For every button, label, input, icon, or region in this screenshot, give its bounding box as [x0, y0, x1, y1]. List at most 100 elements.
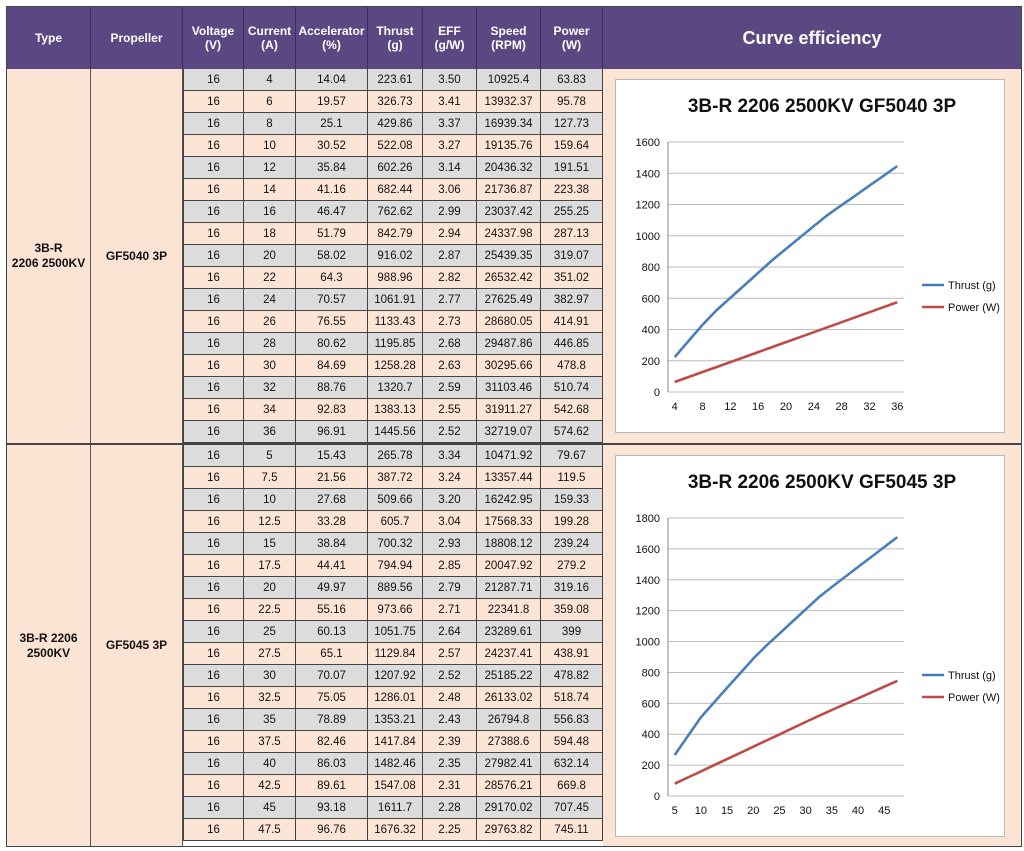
- series-line-0: [673, 165, 899, 358]
- speed-cell: 25185.22: [477, 665, 541, 687]
- thrust-cell: 1417.84: [368, 731, 423, 753]
- header-propeller: Propeller: [91, 7, 183, 69]
- accelerator-cell: 60.13: [296, 621, 368, 643]
- accelerator-cell: 25.1: [296, 113, 368, 135]
- thrust-cell: 605.7: [368, 511, 423, 533]
- eff-cell: 3.50: [423, 69, 477, 91]
- accelerator-cell: 46.47: [296, 201, 368, 223]
- power-cell: 319.07: [541, 245, 603, 267]
- current-cell: 12.5: [244, 511, 296, 533]
- power-cell: 414.91: [541, 311, 603, 333]
- eff-cell: 3.41: [423, 91, 477, 113]
- power-cell: 438.91: [541, 643, 603, 665]
- accelerator-cell: 84.69: [296, 355, 368, 377]
- y-tick-label: 1200: [636, 606, 660, 618]
- eff-cell: 2.35: [423, 753, 477, 775]
- thrust-cell: 1353.21: [368, 709, 423, 731]
- accelerator-cell: 64.3: [296, 267, 368, 289]
- power-cell: 223.38: [541, 179, 603, 201]
- power-cell: 399: [541, 621, 603, 643]
- power-cell: 382.97: [541, 289, 603, 311]
- eff-cell: 2.68: [423, 333, 477, 355]
- y-tick-label: 1400: [636, 575, 660, 587]
- thrust-cell: 700.32: [368, 533, 423, 555]
- voltage-cell: 16: [183, 267, 244, 289]
- voltage-cell: 16: [183, 311, 244, 333]
- eff-cell: 2.25: [423, 819, 477, 841]
- table-row: 16 45 93.18 1611.7 2.28 29170.02 707.45: [183, 797, 603, 819]
- thrust-cell: 1051.75: [368, 621, 423, 643]
- x-tick-label: 8: [699, 401, 705, 413]
- eff-cell: 3.27: [423, 135, 477, 157]
- thrust-cell: 1061.91: [368, 289, 423, 311]
- current-cell: 24: [244, 289, 296, 311]
- speed-cell: 27982.41: [477, 753, 541, 775]
- accelerator-cell: 30.52: [296, 135, 368, 157]
- eff-cell: 3.24: [423, 467, 477, 489]
- power-cell: 745.11: [541, 819, 603, 841]
- current-cell: 37.5: [244, 731, 296, 753]
- current-cell: 32: [244, 377, 296, 399]
- eff-cell: 2.77: [423, 289, 477, 311]
- header-accelerator: Accelerator (%): [296, 7, 368, 69]
- legend-label-0: Thrust (g): [948, 280, 996, 292]
- speed-cell: 21287.71: [477, 577, 541, 599]
- thrust-cell: 522.08: [368, 135, 423, 157]
- table-row: 16 28 80.62 1195.85 2.68 29487.86 446.85: [183, 333, 603, 355]
- propeller-cell: GF5045 3P: [91, 445, 183, 846]
- power-cell: 446.85: [541, 333, 603, 355]
- power-cell: 478.8: [541, 355, 603, 377]
- x-tick-label: 4: [672, 401, 678, 413]
- table-row: 16 22.5 55.16 973.66 2.71 22341.8 359.08: [183, 599, 603, 621]
- accelerator-cell: 76.55: [296, 311, 368, 333]
- series-line-0: [673, 536, 899, 756]
- x-tick-label: 10: [695, 805, 707, 817]
- table-row: 16 42.5 89.61 1547.08 2.31 28576.21 669.8: [183, 775, 603, 797]
- thrust-cell: 265.78: [368, 445, 423, 467]
- x-tick-label: 36: [891, 401, 903, 413]
- table-row: 16 34 92.83 1383.13 2.55 31911.27 542.68: [183, 399, 603, 421]
- thrust-cell: 842.79: [368, 223, 423, 245]
- power-cell: 556.83: [541, 709, 603, 731]
- voltage-cell: 16: [183, 399, 244, 421]
- speed-cell: 29763.82: [477, 819, 541, 841]
- power-cell: 594.48: [541, 731, 603, 753]
- table-row: 16 20 49.97 889.56 2.79 21287.71 319.16: [183, 577, 603, 599]
- thrust-cell: 973.66: [368, 599, 423, 621]
- type-cell: 3B-R 2206 2500KV: [7, 69, 91, 443]
- eff-cell: 3.04: [423, 511, 477, 533]
- power-cell: 351.02: [541, 267, 603, 289]
- eff-cell: 3.20: [423, 489, 477, 511]
- table-row: 16 8 25.1 429.86 3.37 16939.34 127.73: [183, 113, 603, 135]
- eff-cell: 3.37: [423, 113, 477, 135]
- x-tick-label: 25: [773, 805, 785, 817]
- thrust-cell: 1133.43: [368, 311, 423, 333]
- accelerator-cell: 78.89: [296, 709, 368, 731]
- thrust-power-chart-gf5040: 3B-R 2206 2500KV GF5040 3P 0 200 400 600 800 1…: [636, 96, 1000, 413]
- y-tick-label: 200: [642, 760, 660, 772]
- x-tick-label: 12: [724, 401, 736, 413]
- current-cell: 10: [244, 489, 296, 511]
- table-row: 16 15 38.84 700.32 2.93 18808.12 239.24: [183, 533, 603, 555]
- table-row: 16 40 86.03 1482.46 2.35 27982.41 632.14: [183, 753, 603, 775]
- accelerator-cell: 41.16: [296, 179, 368, 201]
- eff-cell: 2.52: [423, 665, 477, 687]
- accelerator-cell: 88.76: [296, 377, 368, 399]
- current-cell: 47.5: [244, 819, 296, 841]
- x-tick-label: 28: [836, 401, 848, 413]
- table-row: 16 16 46.47 762.62 2.99 23037.42 255.25: [183, 201, 603, 223]
- accelerator-cell: 35.84: [296, 157, 368, 179]
- accelerator-cell: 92.83: [296, 399, 368, 421]
- voltage-cell: 16: [183, 421, 244, 443]
- power-cell: 279.2: [541, 555, 603, 577]
- accelerator-cell: 65.1: [296, 643, 368, 665]
- table-row: 16 30 70.07 1207.92 2.52 25185.22 478.82: [183, 665, 603, 687]
- x-tick-label: 20: [747, 805, 759, 817]
- thrust-cell: 602.26: [368, 157, 423, 179]
- current-cell: 20: [244, 577, 296, 599]
- voltage-cell: 16: [183, 91, 244, 113]
- accelerator-cell: 96.91: [296, 421, 368, 443]
- y-tick-label: 200: [642, 356, 660, 368]
- current-cell: 6: [244, 91, 296, 113]
- power-cell: 287.13: [541, 223, 603, 245]
